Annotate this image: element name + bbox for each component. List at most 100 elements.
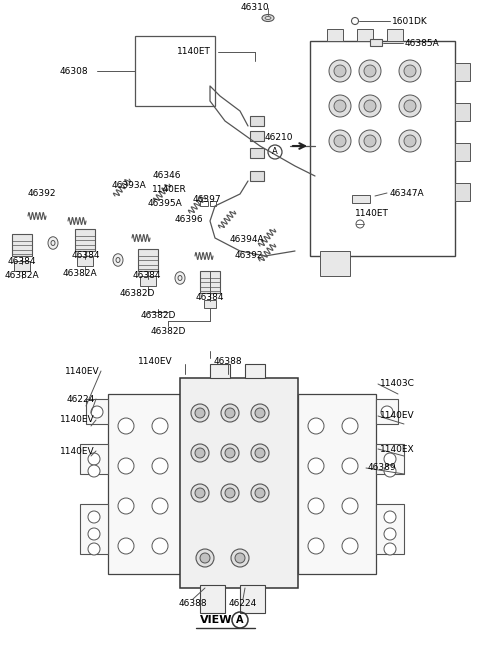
Circle shape xyxy=(329,95,351,117)
Circle shape xyxy=(118,418,134,434)
Text: 46394A: 46394A xyxy=(230,236,264,245)
Circle shape xyxy=(404,65,416,77)
Bar xyxy=(455,183,470,201)
Bar xyxy=(245,364,265,378)
Circle shape xyxy=(231,549,249,567)
Circle shape xyxy=(255,488,265,498)
Bar xyxy=(455,103,470,121)
Circle shape xyxy=(91,406,103,418)
Bar xyxy=(250,171,264,181)
Circle shape xyxy=(404,100,416,112)
Bar xyxy=(180,378,298,588)
Circle shape xyxy=(381,406,393,418)
Circle shape xyxy=(359,60,381,82)
Circle shape xyxy=(364,65,376,77)
Circle shape xyxy=(364,100,376,112)
Bar xyxy=(298,394,376,574)
Circle shape xyxy=(191,484,209,502)
Circle shape xyxy=(221,484,239,502)
Text: 46388: 46388 xyxy=(214,356,242,365)
Text: 46308: 46308 xyxy=(60,66,89,75)
Circle shape xyxy=(308,418,324,434)
Circle shape xyxy=(308,498,324,514)
Bar xyxy=(387,29,403,41)
Text: 46210: 46210 xyxy=(265,134,293,142)
Bar xyxy=(240,585,265,613)
Bar xyxy=(250,148,264,158)
Text: 46224: 46224 xyxy=(229,598,257,607)
Circle shape xyxy=(384,543,396,555)
Text: 1601DK: 1601DK xyxy=(392,16,428,26)
Circle shape xyxy=(334,135,346,147)
Circle shape xyxy=(334,65,346,77)
Circle shape xyxy=(364,135,376,147)
Circle shape xyxy=(118,458,134,474)
Circle shape xyxy=(359,95,381,117)
Text: 46393A: 46393A xyxy=(112,182,147,190)
Bar xyxy=(75,229,95,251)
Circle shape xyxy=(200,553,210,563)
Circle shape xyxy=(251,484,269,502)
Circle shape xyxy=(334,100,346,112)
Circle shape xyxy=(225,488,235,498)
Ellipse shape xyxy=(113,254,123,266)
Circle shape xyxy=(152,538,168,554)
Bar xyxy=(455,143,470,161)
Circle shape xyxy=(225,408,235,418)
Circle shape xyxy=(255,448,265,458)
Bar xyxy=(135,36,215,106)
Circle shape xyxy=(399,130,421,152)
Text: 46395A: 46395A xyxy=(148,199,183,207)
Bar xyxy=(455,63,470,81)
Bar xyxy=(86,399,108,424)
Text: 46396: 46396 xyxy=(175,216,204,224)
Bar xyxy=(352,195,370,203)
Circle shape xyxy=(399,60,421,82)
Circle shape xyxy=(221,444,239,462)
Text: 1140ET: 1140ET xyxy=(355,209,389,218)
Text: 46382D: 46382D xyxy=(120,289,156,298)
Circle shape xyxy=(384,528,396,540)
Text: 46384: 46384 xyxy=(133,272,161,281)
Text: 46392: 46392 xyxy=(235,251,264,260)
Bar xyxy=(250,116,264,126)
Text: 46382D: 46382D xyxy=(150,327,186,335)
Circle shape xyxy=(118,498,134,514)
Circle shape xyxy=(225,448,235,458)
Circle shape xyxy=(342,498,358,514)
Bar xyxy=(80,444,108,474)
Circle shape xyxy=(251,444,269,462)
Bar xyxy=(200,201,208,206)
Bar xyxy=(376,444,404,474)
Circle shape xyxy=(196,549,214,567)
Circle shape xyxy=(308,538,324,554)
Circle shape xyxy=(191,444,209,462)
Text: A: A xyxy=(236,615,244,625)
Circle shape xyxy=(359,130,381,152)
Text: A: A xyxy=(272,148,278,157)
Text: 46389: 46389 xyxy=(368,464,396,472)
Text: 1140ET: 1140ET xyxy=(177,47,211,56)
Circle shape xyxy=(342,458,358,474)
Text: 46382A: 46382A xyxy=(63,270,97,279)
Text: 46384: 46384 xyxy=(72,251,100,260)
Text: 1140EX: 1140EX xyxy=(380,445,415,453)
Circle shape xyxy=(221,404,239,422)
Text: 46224: 46224 xyxy=(67,394,95,403)
Circle shape xyxy=(118,538,134,554)
Ellipse shape xyxy=(175,272,185,284)
Text: 46347A: 46347A xyxy=(390,188,425,197)
Circle shape xyxy=(88,465,100,477)
Bar xyxy=(14,261,30,271)
Bar xyxy=(200,271,220,293)
Circle shape xyxy=(384,511,396,523)
Bar xyxy=(310,41,455,256)
Circle shape xyxy=(195,408,205,418)
Bar xyxy=(140,276,156,286)
Circle shape xyxy=(308,458,324,474)
Bar xyxy=(12,234,32,256)
Bar xyxy=(370,39,382,46)
Bar xyxy=(376,504,404,554)
Text: 46397: 46397 xyxy=(193,195,222,205)
Circle shape xyxy=(195,488,205,498)
